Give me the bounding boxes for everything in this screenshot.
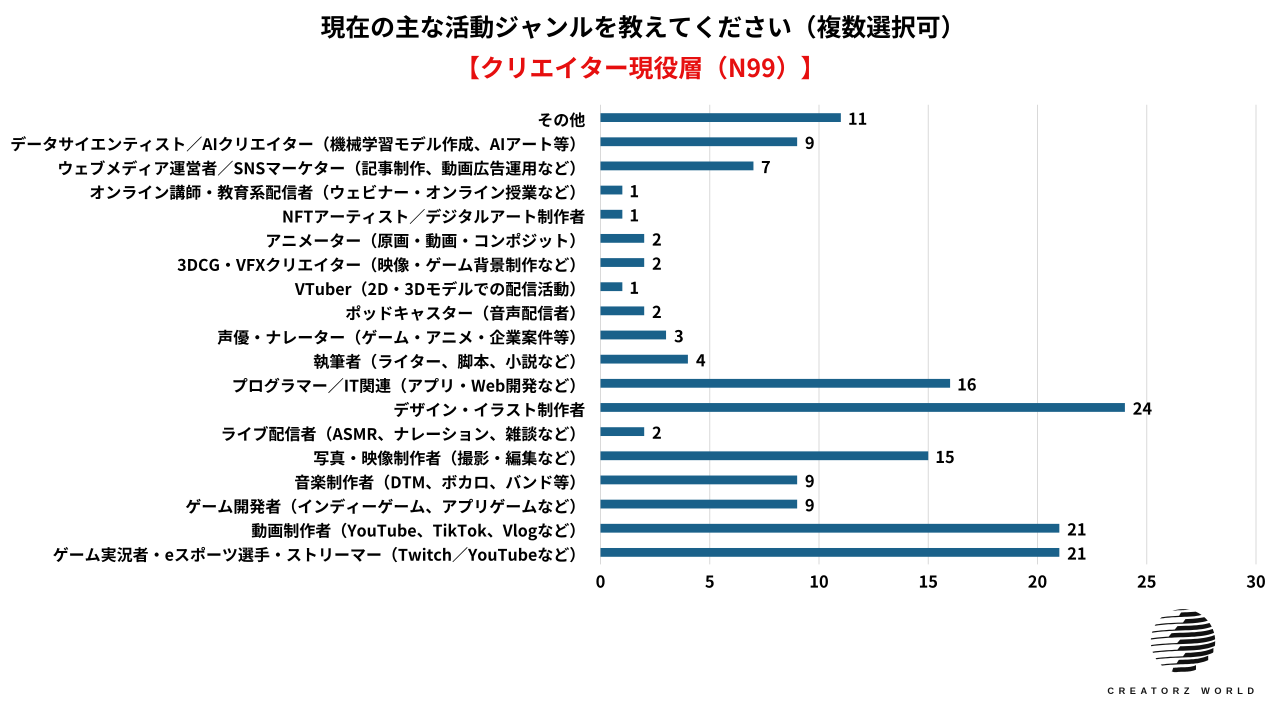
svg-text:CREATORZ WORLD: CREATORZ WORLD [1107,686,1258,696]
